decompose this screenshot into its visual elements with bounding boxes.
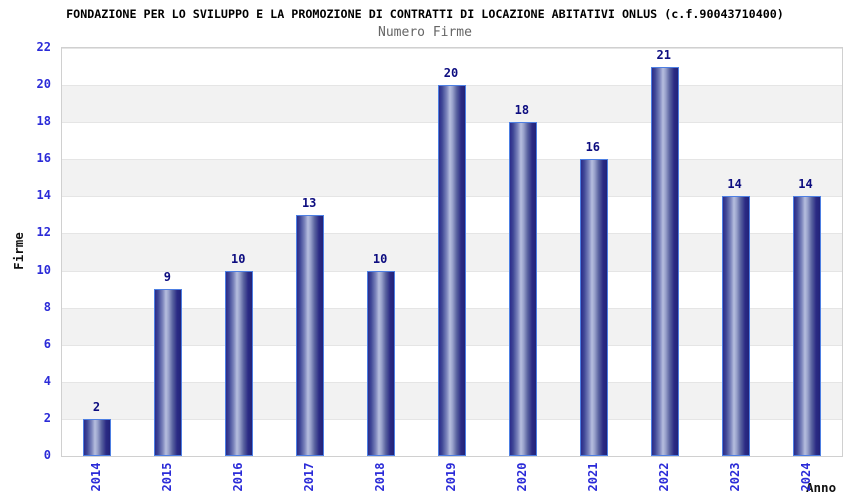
bar-2015 [154, 289, 183, 456]
bar-2016 [225, 270, 254, 456]
bar-value-label: 9 [163, 270, 171, 285]
x-tick-label: 2017 [302, 462, 317, 492]
y-tick-label: 10 [36, 262, 51, 277]
y-tick-label: 2 [43, 410, 51, 425]
x-tick-label: 2020 [514, 462, 529, 492]
y-axis-label: Firme [11, 232, 26, 270]
x-tick-label: 2015 [160, 462, 175, 492]
x-tick-label: 2021 [585, 462, 600, 492]
y-tick-label: 4 [43, 373, 51, 388]
bar-value-label: 10 [372, 251, 388, 266]
y-tick-label: 8 [43, 299, 51, 314]
x-tick-label: 2023 [727, 462, 742, 492]
chart-title: FONDAZIONE PER LO SVILUPPO E LA PROMOZIO… [66, 7, 784, 21]
y-tick-label: 16 [36, 151, 51, 166]
y-tick-label: 14 [36, 188, 51, 203]
y-tick-label: 6 [43, 336, 51, 351]
x-tick-label: 2014 [89, 462, 104, 492]
bar-value-label: 18 [514, 103, 530, 118]
x-tick-label: 2024 [798, 462, 813, 492]
bar-value-label: 10 [231, 251, 246, 266]
y-tick-label: 22 [36, 40, 51, 54]
y-tick-label: 20 [36, 77, 51, 92]
bar-2023 [721, 196, 750, 456]
bar-value-label: 13 [301, 195, 317, 210]
chart-subtitle: Numero Firme [378, 25, 472, 40]
plot-area [61, 47, 843, 457]
bar-value-label: 14 [798, 177, 813, 192]
x-axis-label: Anno [806, 480, 837, 495]
bar-2022 [650, 66, 679, 456]
bar-value-label: 20 [443, 66, 459, 81]
x-tick-label: 2018 [373, 462, 388, 492]
x-tick-label: 2022 [656, 462, 671, 492]
y-tick-label: 12 [36, 225, 51, 240]
y-tick-label: 18 [36, 114, 51, 129]
x-tick-label: 2016 [231, 462, 246, 492]
bar-2021 [579, 159, 608, 456]
bar-2024 [792, 196, 821, 456]
grid-band [62, 48, 842, 86]
bar-value-label: 14 [727, 177, 742, 192]
bar-2020 [508, 122, 537, 456]
bar-2019 [438, 85, 466, 456]
x-tick-label: 2019 [444, 462, 458, 492]
bar-value-label: 16 [585, 140, 601, 155]
bar-2017 [296, 214, 325, 456]
bar-value-label: 21 [656, 47, 671, 62]
bar-value-label: 2 [92, 399, 101, 414]
y-tick-label: 0 [43, 448, 51, 462]
bar-2014 [83, 418, 112, 456]
bar-2018 [367, 270, 396, 456]
